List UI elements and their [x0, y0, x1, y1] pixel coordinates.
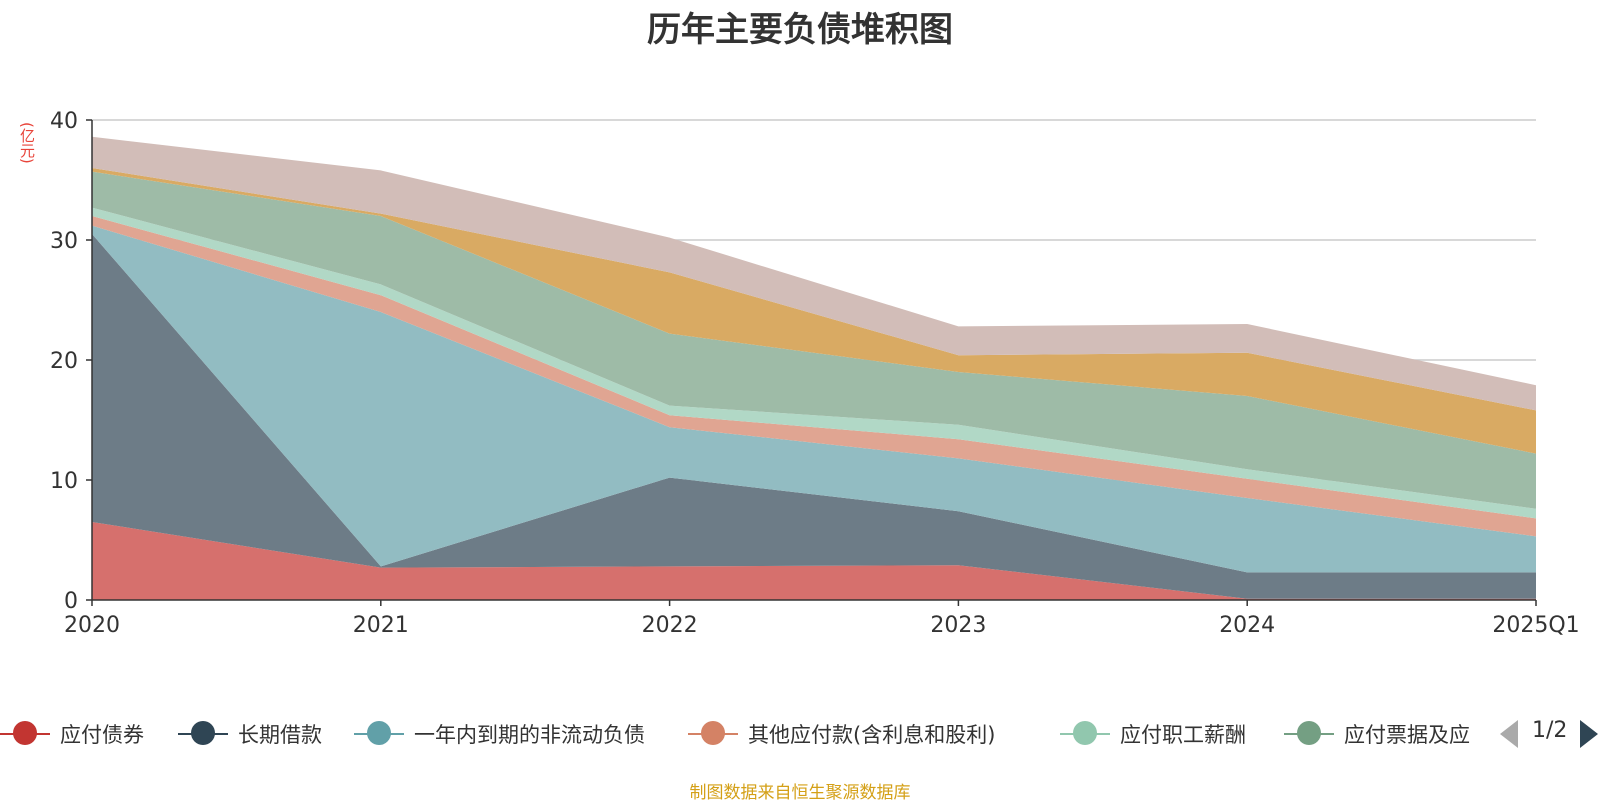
area-series-3	[92, 225, 1536, 573]
legend: 应付债券 长期借款 一年内到期的非流动负债 其他应付款(含利息和股利) 应付职工薪酬 应付…	[0, 716, 1600, 756]
y-tick-label: 20	[50, 349, 78, 374]
legend-item[interactable]: 应付债券	[0, 716, 340, 752]
legend-item[interactable]: 应付票据及应	[1284, 716, 1474, 752]
y-tick-label: 10	[50, 469, 78, 494]
legend-label: 长期借款	[238, 723, 322, 747]
area-series	[92, 136, 1536, 600]
x-tick-label: 2022	[642, 613, 698, 638]
area-series-7	[92, 168, 1536, 454]
legend-prev-page-icon[interactable]	[1500, 720, 1518, 748]
legend-circle-icon	[1297, 721, 1321, 745]
stacked-area-chart: 0 10 20 30 40 2020 2021 2022 2023 2024 2025Q1	[50, 109, 1580, 638]
x-tick-label: 2023	[930, 613, 986, 638]
y-tick-label: 0	[64, 589, 78, 614]
legend-circle-icon	[367, 721, 391, 745]
area-series-4	[92, 216, 1536, 537]
x-tick-label: 2025Q1	[1492, 613, 1579, 638]
legend-label: 应付票据及应	[1344, 723, 1470, 747]
legend-next-page-icon[interactable]	[1580, 720, 1598, 748]
axes: 0 10 20 30 40 2020 2021 2022 2023 2024 2025Q1	[50, 109, 1580, 638]
y-axis-unit-label: (亿元)	[18, 122, 36, 164]
x-tick-label: 2024	[1219, 613, 1275, 638]
legend-circle-icon	[1073, 721, 1097, 745]
source-note: 制图数据来自恒生聚源数据库	[689, 783, 911, 803]
x-tick-label: 2020	[64, 613, 120, 638]
legend-label: 其他应付款(含利息和股利)	[748, 723, 996, 747]
legend-item[interactable]: 其他应付款(含利息和股利)	[688, 716, 1028, 752]
area-series-1	[92, 522, 1536, 600]
legend-label: 应付债券	[60, 723, 144, 747]
area-series-2	[92, 234, 1536, 599]
legend-item[interactable]: 长期借款	[178, 716, 518, 752]
legend-circle-icon	[191, 721, 215, 745]
legend-item[interactable]: 一年内到期的非流动负债	[354, 716, 694, 752]
y-tick-label: 30	[50, 229, 78, 254]
y-tick-label: 40	[50, 109, 78, 134]
legend-page-indicator: 1/2	[1532, 718, 1568, 743]
legend-label: 一年内到期的非流动负债	[414, 723, 645, 747]
chart-title: 历年主要负债堆积图	[647, 10, 953, 50]
legend-circle-icon	[701, 721, 725, 745]
x-tick-label: 2021	[353, 613, 409, 638]
legend-circle-icon	[13, 721, 37, 745]
legend-label: 应付职工薪酬	[1120, 723, 1246, 747]
area-series-6	[92, 171, 1536, 509]
legend-item[interactable]: 应付职工薪酬	[1060, 716, 1400, 752]
area-series-8	[92, 136, 1536, 411]
